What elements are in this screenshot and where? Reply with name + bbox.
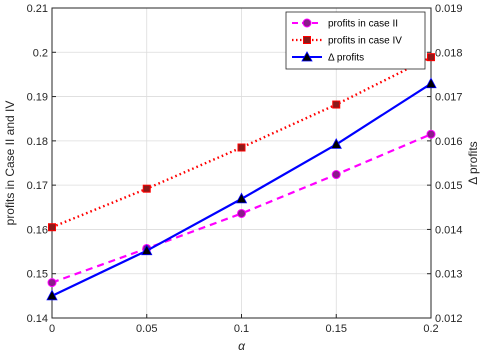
axis-ticks: 0 0.05 0.1 0.15 0.2 0.14 0.15 0.16 0.17 0.18 0.19 0… [27, 3, 463, 335]
left-y-tick-label: 0.14 [27, 313, 48, 325]
right-y-tick-label: 0.013 [435, 269, 463, 281]
legend-marker-delta [301, 51, 313, 62]
left-y-tick-label: 0.15 [27, 269, 48, 281]
x-tick-label: 0.05 [136, 323, 157, 335]
series-point-case-iv [332, 100, 341, 109]
right-y-tick-label: 0.015 [435, 180, 463, 192]
series-point-case-iv [427, 53, 435, 62]
legend: profits in case II profits in case IV Δ … [285, 11, 426, 70]
left-y-tick-label: 0.19 [27, 92, 48, 104]
right-y-tick-label: 0.017 [435, 92, 463, 104]
legend-label-delta: Δ profits [328, 53, 364, 64]
series-point-case-iv [142, 184, 151, 193]
series-point-delta [46, 289, 58, 301]
series-line-1 [51, 133, 432, 284]
series-point-case-ii [426, 129, 436, 139]
right-y-tick-label: 0.014 [435, 224, 463, 236]
series-point-delta [330, 138, 342, 149]
series-point-case-iv [48, 223, 56, 232]
right-y-axis-label: Δ profits [466, 141, 480, 184]
right-y-tick-label: 0.019 [435, 3, 463, 15]
left-y-tick-label: 0.2 [33, 47, 48, 59]
left-y-tick-label: 0.21 [27, 3, 48, 15]
series-point-case-ii [237, 208, 246, 218]
x-tick-label: 0.15 [326, 323, 347, 335]
series-point-case-ii [331, 170, 341, 180]
right-y-tick-label: 0.018 [435, 47, 463, 59]
series-point-delta [141, 244, 153, 256]
x-axis-label: α [238, 339, 246, 353]
left-y-tick-label: 0.17 [27, 180, 48, 192]
x-tick-label: 0 [49, 323, 55, 335]
series-layer [46, 53, 437, 301]
legend-marker-case-ii [302, 18, 312, 28]
series-point-case-iv [237, 143, 246, 152]
right-y-tick-label: 0.016 [435, 136, 463, 148]
grid-lines [51, 7, 432, 319]
legend-label-case-iv: profits in case IV [328, 36, 402, 47]
left-y-axis-label: profits in Case II and IV [3, 101, 17, 226]
x-tick-label: 0.1 [234, 323, 249, 335]
series-point-delta [425, 77, 437, 89]
legend-marker-case-iv [303, 36, 311, 44]
x-tick-label: 0.2 [423, 323, 438, 335]
left-y-tick-label: 0.18 [27, 136, 48, 148]
right-y-tick-label: 0.012 [435, 313, 463, 325]
legend-label-case-ii: profits in case II [328, 19, 398, 30]
series-point-delta [235, 192, 248, 204]
left-y-tick-label: 0.16 [27, 224, 48, 236]
series-point-case-ii [47, 278, 57, 288]
